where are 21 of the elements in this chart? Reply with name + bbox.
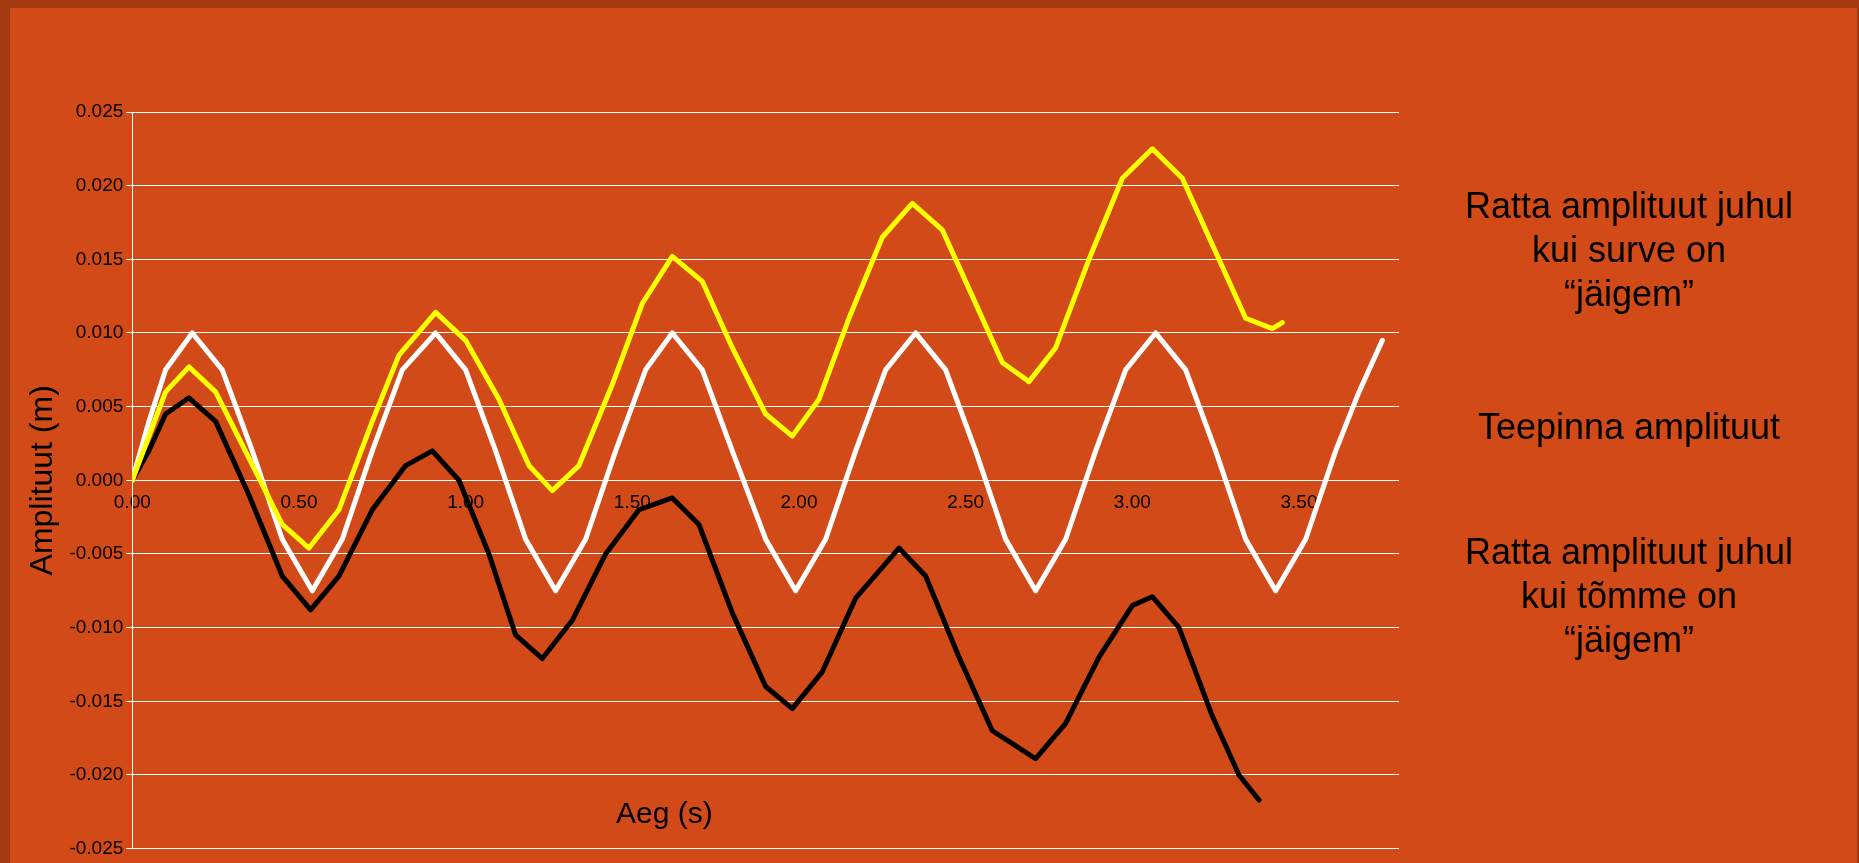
x-axis-title: Aeg (s): [615, 795, 713, 829]
x-tick-label: 3.50: [1280, 490, 1318, 512]
text: Ratta amplituut juhul kui tõmme on “jäigem”: [1464, 531, 1794, 661]
y-tick-label: 0.025: [75, 100, 124, 122]
text: Ratta amplituut juhul kui surve on “jäigem”: [1464, 184, 1794, 314]
x-tick-label: 0.50: [280, 490, 318, 512]
y-tick-label: 0.020: [75, 173, 124, 195]
y-tick-label: -0.015: [69, 689, 124, 711]
x-tick-label: 2.50: [947, 490, 985, 512]
y-tick-label: -0.010: [69, 615, 124, 637]
x-tick-label: 3.00: [1113, 490, 1151, 512]
y-tick-label: 0.005: [75, 394, 124, 416]
y-tick-label: 0.010: [75, 321, 124, 343]
text: Teepinna amplituut: [1477, 405, 1781, 447]
y-tick-label: 0.000: [75, 468, 124, 490]
y-tick-label: -0.020: [69, 763, 124, 785]
y-tick-label: -0.025: [69, 836, 124, 858]
y-axis-title: Amplituut (m): [23, 385, 60, 576]
y-tick-label: -0.005: [69, 542, 124, 564]
y-tick-label: 0.015: [75, 247, 124, 269]
x-tick-label: 2.00: [780, 490, 818, 512]
